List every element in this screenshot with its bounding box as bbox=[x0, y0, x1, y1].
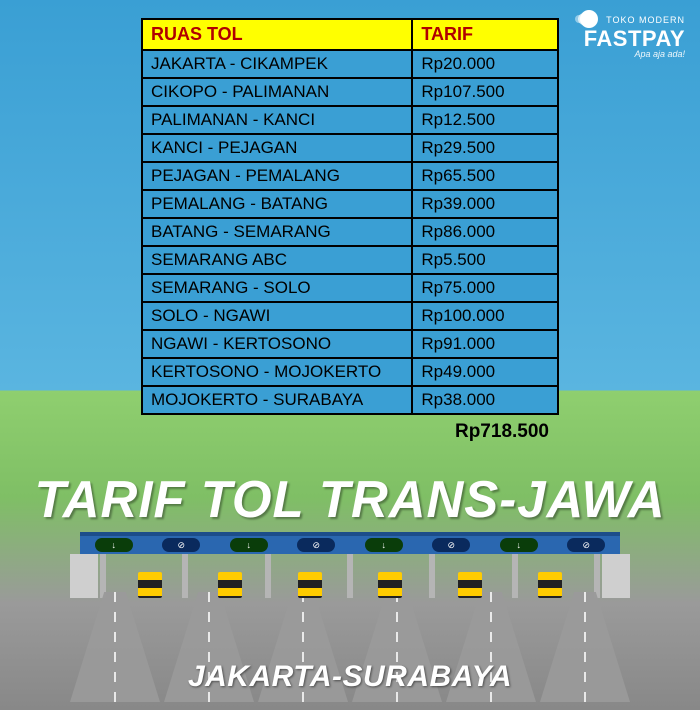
tarif-table-container: RUAS TOL TARIF JAKARTA - CIKAMPEKRp20.00… bbox=[141, 18, 559, 443]
route-cell: SEMARANG - SOLO bbox=[142, 274, 412, 302]
route-cell: JAKARTA - CIKAMPEK bbox=[142, 50, 412, 78]
tarif-cell: Rp20.000 bbox=[412, 50, 558, 78]
table-row: SOLO - NGAWIRp100.000 bbox=[142, 302, 558, 330]
tarif-table: RUAS TOL TARIF JAKARTA - CIKAMPEKRp20.00… bbox=[141, 18, 559, 415]
tarif-cell: Rp5.500 bbox=[412, 246, 558, 274]
route-cell: PEMALANG - BATANG bbox=[142, 190, 412, 218]
route-cell: PALIMANAN - KANCI bbox=[142, 106, 412, 134]
route-cell: SEMARANG ABC bbox=[142, 246, 412, 274]
tarif-cell: Rp12.500 bbox=[412, 106, 558, 134]
tarif-cell: Rp39.000 bbox=[412, 190, 558, 218]
tarif-cell: Rp100.000 bbox=[412, 302, 558, 330]
arrow-sign-icon: ↓ bbox=[500, 538, 538, 552]
route-cell: SOLO - NGAWI bbox=[142, 302, 412, 330]
prohibit-sign-icon: ⊘ bbox=[297, 538, 335, 552]
page-subtitle: JAKARTA-SURABAYA bbox=[0, 660, 700, 694]
header-route: RUAS TOL bbox=[142, 19, 412, 50]
table-row: BATANG - SEMARANGRp86.000 bbox=[142, 218, 558, 246]
arrow-sign-icon: ↓ bbox=[230, 538, 268, 552]
tarif-cell: Rp65.500 bbox=[412, 162, 558, 190]
route-cell: BATANG - SEMARANG bbox=[142, 218, 412, 246]
table-row: PEMALANG - BATANGRp39.000 bbox=[142, 190, 558, 218]
brand-tagline: Apa aja ada! bbox=[580, 50, 685, 59]
table-row: MOJOKERTO - SURABAYARp38.000 bbox=[142, 386, 558, 414]
tarif-cell: Rp91.000 bbox=[412, 330, 558, 358]
toll-canopy: ↓ ⊘ ↓ ⊘ ↓ ⊘ ↓ ⊘ bbox=[80, 532, 620, 554]
route-cell: NGAWI - KERTOSONO bbox=[142, 330, 412, 358]
table-row: SEMARANG ABCRp5.500 bbox=[142, 246, 558, 274]
prohibit-sign-icon: ⊘ bbox=[567, 538, 605, 552]
brand-top: TOKO MODERN bbox=[606, 15, 685, 25]
table-row: KERTOSONO - MOJOKERTORp49.000 bbox=[142, 358, 558, 386]
arrow-sign-icon: ↓ bbox=[95, 538, 133, 552]
tarif-cell: Rp38.000 bbox=[412, 386, 558, 414]
brand-main: FASTPAY bbox=[580, 28, 685, 50]
tarif-cell: Rp107.500 bbox=[412, 78, 558, 106]
header-tarif: TARIF bbox=[412, 19, 558, 50]
route-cell: PEJAGAN - PEMALANG bbox=[142, 162, 412, 190]
prohibit-sign-icon: ⊘ bbox=[432, 538, 470, 552]
table-row: NGAWI - KERTOSONORp91.000 bbox=[142, 330, 558, 358]
brand-logo: TOKO MODERN FASTPAY Apa aja ada! bbox=[580, 10, 685, 59]
tarif-cell: Rp49.000 bbox=[412, 358, 558, 386]
tarif-cell: Rp86.000 bbox=[412, 218, 558, 246]
prohibit-sign-icon: ⊘ bbox=[162, 538, 200, 552]
table-row: KANCI - PEJAGANRp29.500 bbox=[142, 134, 558, 162]
table-row: PALIMANAN - KANCIRp12.500 bbox=[142, 106, 558, 134]
total-amount: Rp718.500 bbox=[141, 415, 559, 443]
tarif-cell: Rp75.000 bbox=[412, 274, 558, 302]
toll-booths bbox=[0, 572, 700, 598]
table-row: SEMARANG - SOLORp75.000 bbox=[142, 274, 558, 302]
route-cell: MOJOKERTO - SURABAYA bbox=[142, 386, 412, 414]
route-cell: CIKOPO - PALIMANAN bbox=[142, 78, 412, 106]
table-row: PEJAGAN - PEMALANGRp65.500 bbox=[142, 162, 558, 190]
arrow-sign-icon: ↓ bbox=[365, 538, 403, 552]
route-cell: KERTOSONO - MOJOKERTO bbox=[142, 358, 412, 386]
route-cell: KANCI - PEJAGAN bbox=[142, 134, 412, 162]
page-title: TARIF TOL TRANS-JAWA bbox=[7, 470, 693, 530]
table-row: CIKOPO - PALIMANANRp107.500 bbox=[142, 78, 558, 106]
table-row: JAKARTA - CIKAMPEKRp20.000 bbox=[142, 50, 558, 78]
tarif-cell: Rp29.500 bbox=[412, 134, 558, 162]
